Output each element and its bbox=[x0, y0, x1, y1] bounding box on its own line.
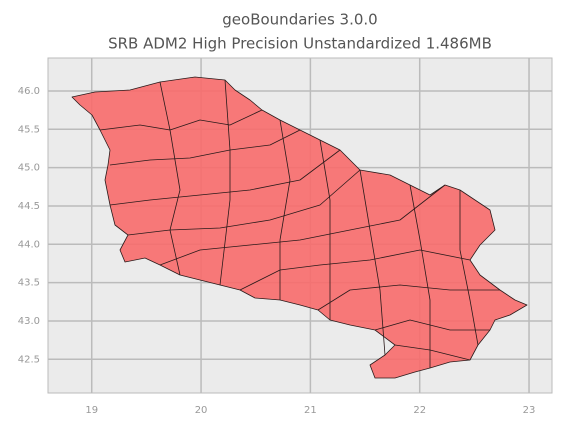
y-tick-label: 45.0 bbox=[18, 163, 40, 174]
y-tick-label: 43.5 bbox=[18, 278, 40, 289]
x-tick-label: 23 bbox=[523, 405, 536, 416]
x-tick-label: 22 bbox=[413, 405, 426, 416]
x-tick-label: 20 bbox=[195, 405, 208, 416]
y-tick-label: 46.0 bbox=[18, 86, 40, 97]
x-tick-label: 19 bbox=[85, 405, 98, 416]
y-tick-label: 43.0 bbox=[18, 316, 40, 327]
x-tick-label: 21 bbox=[304, 405, 317, 416]
district-borders bbox=[99, 79, 500, 368]
y-tick-label: 44.0 bbox=[18, 239, 40, 250]
chart-title: geoBoundaries 3.0.0 bbox=[222, 11, 377, 29]
chart-subtitle: SRB ADM2 High Precision Unstandardized 1… bbox=[108, 35, 492, 53]
y-tick-label: 42.5 bbox=[18, 354, 40, 365]
country-outline bbox=[71, 76, 528, 379]
region-map bbox=[71, 76, 528, 379]
y-tick-label: 44.5 bbox=[18, 201, 40, 212]
y-tick-label: 45.5 bbox=[18, 124, 40, 135]
